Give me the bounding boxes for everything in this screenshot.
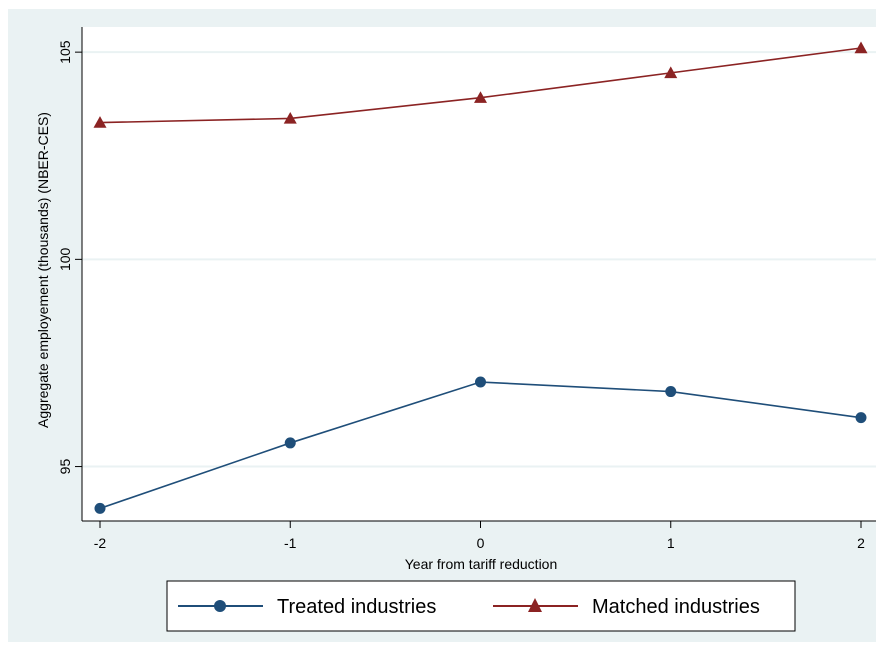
legend: Treated industries Matched industries: [166, 580, 796, 632]
x-tick-label: -1: [284, 535, 297, 551]
x-tick-label: 1: [667, 535, 675, 551]
y-axis-title: Aggregate employement (thousands) (NBER-…: [35, 112, 51, 428]
y-tick-label: 100: [57, 247, 73, 271]
y-tick-label: 95: [57, 459, 73, 475]
x-tick-label: 0: [477, 535, 485, 551]
x-axis-title: Year from tariff reduction: [405, 556, 558, 572]
data-point-treated: [665, 386, 677, 398]
data-point-treated: [284, 437, 296, 449]
x-tick-label: 2: [857, 535, 865, 551]
series-layer: [93, 41, 868, 514]
data-point-matched: [664, 66, 678, 79]
grid-lines: [82, 51, 876, 468]
data-point-treated: [855, 412, 867, 424]
legend-marker-matched: [528, 598, 542, 612]
legend-label-matched: Matched industries: [592, 596, 760, 618]
legend-box: [166, 580, 796, 632]
data-point-matched: [93, 116, 107, 128]
data-point-matched: [474, 91, 487, 103]
legend-marker-treated: [214, 600, 226, 612]
plot-area: [82, 27, 876, 521]
y-tick-label: 105: [57, 40, 73, 64]
x-tick-label: -2: [94, 535, 107, 551]
axis-ticks: 95 100 105 -2 -1 0 1 2: [57, 40, 865, 551]
data-point-matched: [283, 111, 297, 124]
legend-label-treated: Treated industries: [277, 596, 436, 618]
data-point-matched: [854, 41, 868, 54]
data-point-treated: [475, 376, 486, 388]
data-point-treated: [94, 502, 106, 514]
